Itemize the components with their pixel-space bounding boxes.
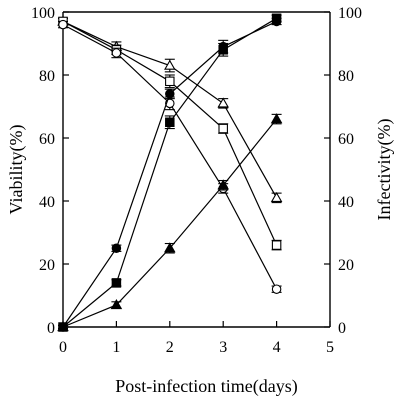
data-point-square <box>218 123 228 134</box>
x-axis-title: Post-infection time(days) <box>115 376 297 397</box>
data-point-triangle <box>270 191 283 203</box>
data-point-square <box>165 117 175 128</box>
x-tick-label: 0 <box>59 339 67 356</box>
y-tick-label-left: 40 <box>39 194 55 211</box>
data-point-square <box>271 13 282 24</box>
y-tick-label-right: 60 <box>338 131 354 148</box>
data-point-circle <box>111 48 122 58</box>
y-tick-label-left: 60 <box>39 131 55 148</box>
axes <box>62 11 331 328</box>
data-point-triangle <box>164 59 176 70</box>
data-point-triangle <box>57 321 69 332</box>
data-point-circle <box>271 284 282 294</box>
data-point-triangle <box>270 113 283 124</box>
data-point-circle <box>165 89 175 99</box>
series-open-circle <box>58 19 282 294</box>
y-tick-label-left: 0 <box>47 320 55 337</box>
data-point-circle <box>111 243 122 254</box>
x-tick-label: 5 <box>326 339 334 356</box>
y-axis-title-right: Infectivity(%) <box>374 119 395 221</box>
x-tick-label: 4 <box>273 339 281 356</box>
series-line <box>62 118 278 328</box>
y-tick-label-left: 20 <box>39 257 55 274</box>
series-line <box>62 20 278 246</box>
data-point-square <box>165 76 175 87</box>
y-axis-title-left: Viability(%) <box>6 125 27 215</box>
data-point-square <box>271 240 282 250</box>
data-point-triangle <box>164 242 176 253</box>
data-point-square <box>218 45 228 55</box>
y-tick-label-right: 40 <box>338 194 354 211</box>
data-point-triangle <box>217 97 229 108</box>
x-tick-label: 1 <box>112 339 120 356</box>
y-tick-label-left: 100 <box>31 5 55 22</box>
y-tick-label-right: 20 <box>338 257 354 274</box>
series-layer <box>57 13 283 332</box>
y-tick-label-right: 80 <box>338 68 354 85</box>
data-point-square <box>111 278 122 288</box>
y-tick-label-right: 0 <box>338 320 346 337</box>
x-tick-label: 3 <box>219 339 227 356</box>
y-tick-label-left: 80 <box>39 68 55 85</box>
data-point-triangle <box>110 299 123 310</box>
data-point-triangle <box>217 179 229 190</box>
series-open-square <box>58 16 282 251</box>
data-point-circle <box>58 19 68 30</box>
y-tick-label-right: 100 <box>338 5 362 22</box>
series-filled-triangle <box>57 113 283 332</box>
x-tick-label: 2 <box>166 339 174 356</box>
